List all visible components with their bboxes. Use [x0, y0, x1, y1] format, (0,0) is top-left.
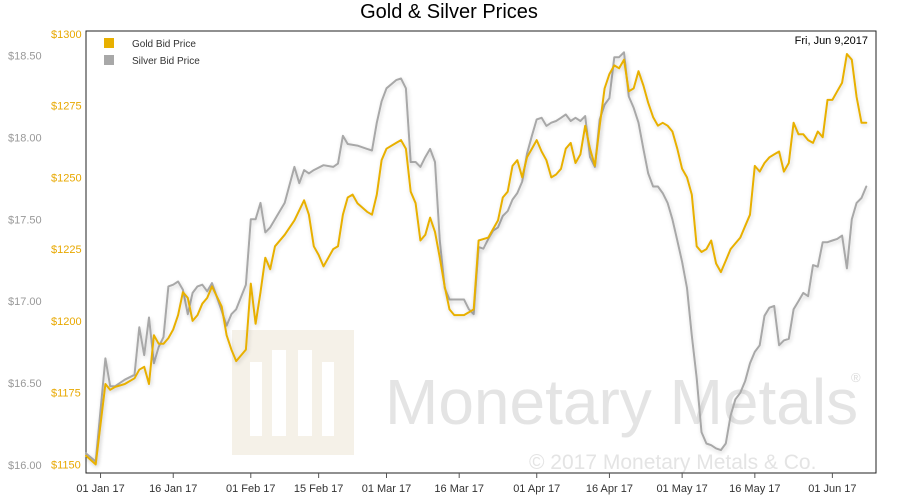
left-tick-label: $16.00	[8, 460, 42, 472]
x-tick-label: 16 Mar 17	[434, 483, 484, 495]
x-tick-label: 15 Feb 17	[294, 483, 344, 495]
plot-frame	[85, 30, 877, 474]
right-axis: $1150 $1175 $1200 $1225 $1250 $1275 $1300	[51, 29, 82, 472]
gold-series-line	[85, 53, 868, 466]
watermark-registered: ®	[851, 370, 861, 385]
x-tick-label: 01 Jan 17	[76, 483, 124, 495]
right-tick-label: $1275	[51, 101, 82, 113]
legend: Gold Bid Price Silver Bid Price	[104, 38, 200, 67]
watermark-logo	[232, 330, 354, 455]
left-axis: $16.00 $16.50 $17.00 $17.50 $18.00 $18.50	[8, 51, 42, 472]
series-layer	[85, 51, 868, 466]
left-tick-label: $18.00	[8, 132, 42, 144]
x-tick-label: 01 Jun 17	[808, 483, 856, 495]
legend-label-gold: Gold Bid Price	[132, 39, 196, 50]
legend-swatch-gold	[104, 38, 114, 48]
right-tick-label: $1300	[51, 29, 82, 41]
date-label: Fri, Jun 9,2017	[795, 35, 868, 47]
left-tick-label: $17.50	[8, 214, 42, 226]
legend-swatch-silver	[104, 55, 114, 65]
silver-series-line	[85, 51, 868, 463]
x-tick-label: 16 Jan 17	[149, 483, 197, 495]
x-tick-label: 01 Apr 17	[513, 483, 560, 495]
left-tick-label: $17.00	[8, 296, 42, 308]
x-tick-label: 01 May 17	[656, 483, 707, 495]
left-tick-label: $18.50	[8, 51, 42, 63]
right-tick-label: $1150	[51, 459, 81, 471]
right-tick-label: $1250	[51, 172, 82, 184]
watermark-copyright: © 2017 Monetary Metals & Co.	[529, 451, 816, 474]
right-tick-label: $1200	[51, 316, 82, 328]
x-axis: 01 Jan 17 16 Jan 17 01 Feb 17 15 Feb 17 01 M…	[76, 473, 857, 495]
right-tick-label: $1175	[51, 388, 81, 400]
x-tick-label: 01 Mar 17	[362, 483, 412, 495]
right-tick-label: $1225	[51, 244, 82, 256]
left-tick-label: $16.50	[8, 378, 42, 390]
x-tick-label: 16 Apr 17	[586, 483, 633, 495]
x-tick-label: 01 Feb 17	[226, 483, 276, 495]
legend-label-silver: Silver Bid Price	[132, 56, 200, 67]
watermark-brand: Monetary Metals	[385, 366, 858, 438]
x-tick-label: 16 May 17	[729, 483, 780, 495]
chart-title: Gold & Silver Prices	[360, 1, 538, 23]
